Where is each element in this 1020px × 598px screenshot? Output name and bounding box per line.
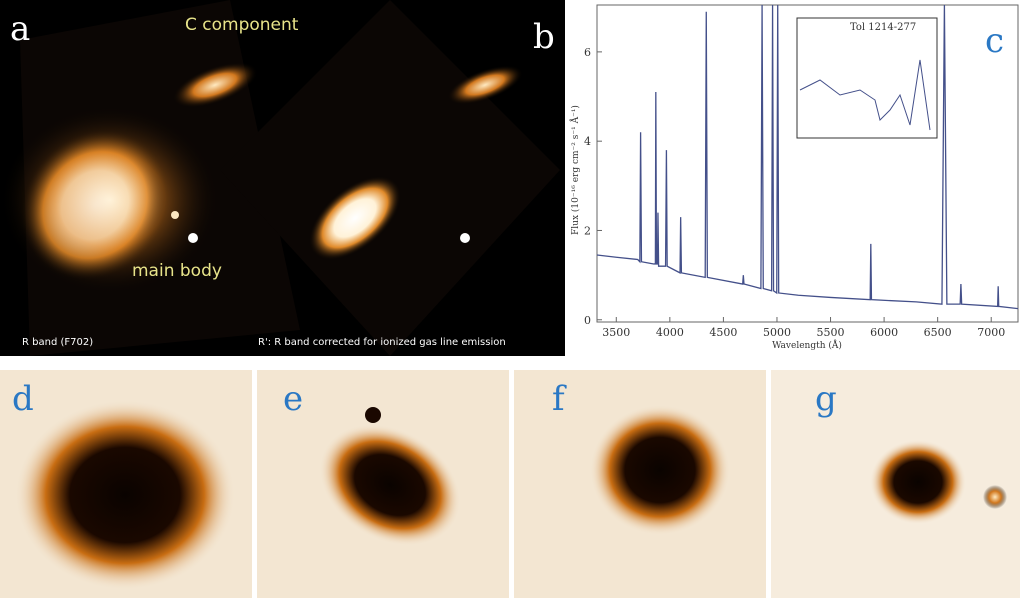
spectrum-line <box>596 4 1019 310</box>
star <box>188 233 198 243</box>
y-tick-label: 0 <box>584 314 591 327</box>
chart-title: Tol 1214-277 <box>850 22 916 33</box>
x-tick-label: 5500 <box>817 326 845 339</box>
panel-label: f <box>552 379 567 419</box>
star <box>460 233 470 243</box>
source <box>983 485 1007 509</box>
panel-e: e <box>257 370 509 598</box>
x-tick-label: 6000 <box>870 326 898 339</box>
panel-d: d <box>0 370 252 598</box>
inset-spectrum <box>799 59 931 131</box>
x-tick-label: 5000 <box>763 326 791 339</box>
panel-label: b <box>533 17 555 57</box>
panel-f: f <box>514 370 766 598</box>
panel-label: e <box>283 379 303 419</box>
annotation: R band (F702) <box>22 337 93 348</box>
star <box>171 211 179 219</box>
y-tick-label: 2 <box>584 224 591 237</box>
halo-a <box>0 105 220 295</box>
x-tick-label: 4000 <box>656 326 684 339</box>
y-tick-label: 4 <box>584 135 591 148</box>
annotation: main body <box>132 261 222 281</box>
y-axis-label: Flux (10⁻¹⁶ erg cm⁻² s⁻¹ Å⁻¹) <box>569 105 581 235</box>
x-tick-label: 7000 <box>977 326 1005 339</box>
galaxy <box>870 440 966 524</box>
y-tick-label: 6 <box>584 46 591 59</box>
galaxy <box>15 400 235 590</box>
panel-label: c <box>985 21 1004 61</box>
x-tick-label: 4500 <box>709 326 737 339</box>
x-axis-label: Wavelength (Å) <box>772 339 842 351</box>
star <box>365 407 381 423</box>
annotation: R': R band corrected for ionized gas lin… <box>258 337 506 348</box>
spectrum-layer: 3500 4000 4500 5000 5500 6000 6500 7000 0 2 4 6 <box>584 4 1019 339</box>
panel-g: g <box>771 370 1020 598</box>
galaxy-b <box>308 175 402 261</box>
c-comp-a <box>172 62 258 108</box>
c-comp-b <box>447 65 523 105</box>
galaxy <box>319 424 461 546</box>
x-tick-label: 3500 <box>602 326 630 339</box>
inset <box>796 17 938 139</box>
galaxy <box>590 405 730 535</box>
panel-label: a <box>10 9 30 49</box>
panel-label: g <box>815 379 837 419</box>
panel-label: d <box>12 379 34 419</box>
x-tick-label: 6500 <box>924 326 952 339</box>
annotation: C component <box>185 15 299 35</box>
